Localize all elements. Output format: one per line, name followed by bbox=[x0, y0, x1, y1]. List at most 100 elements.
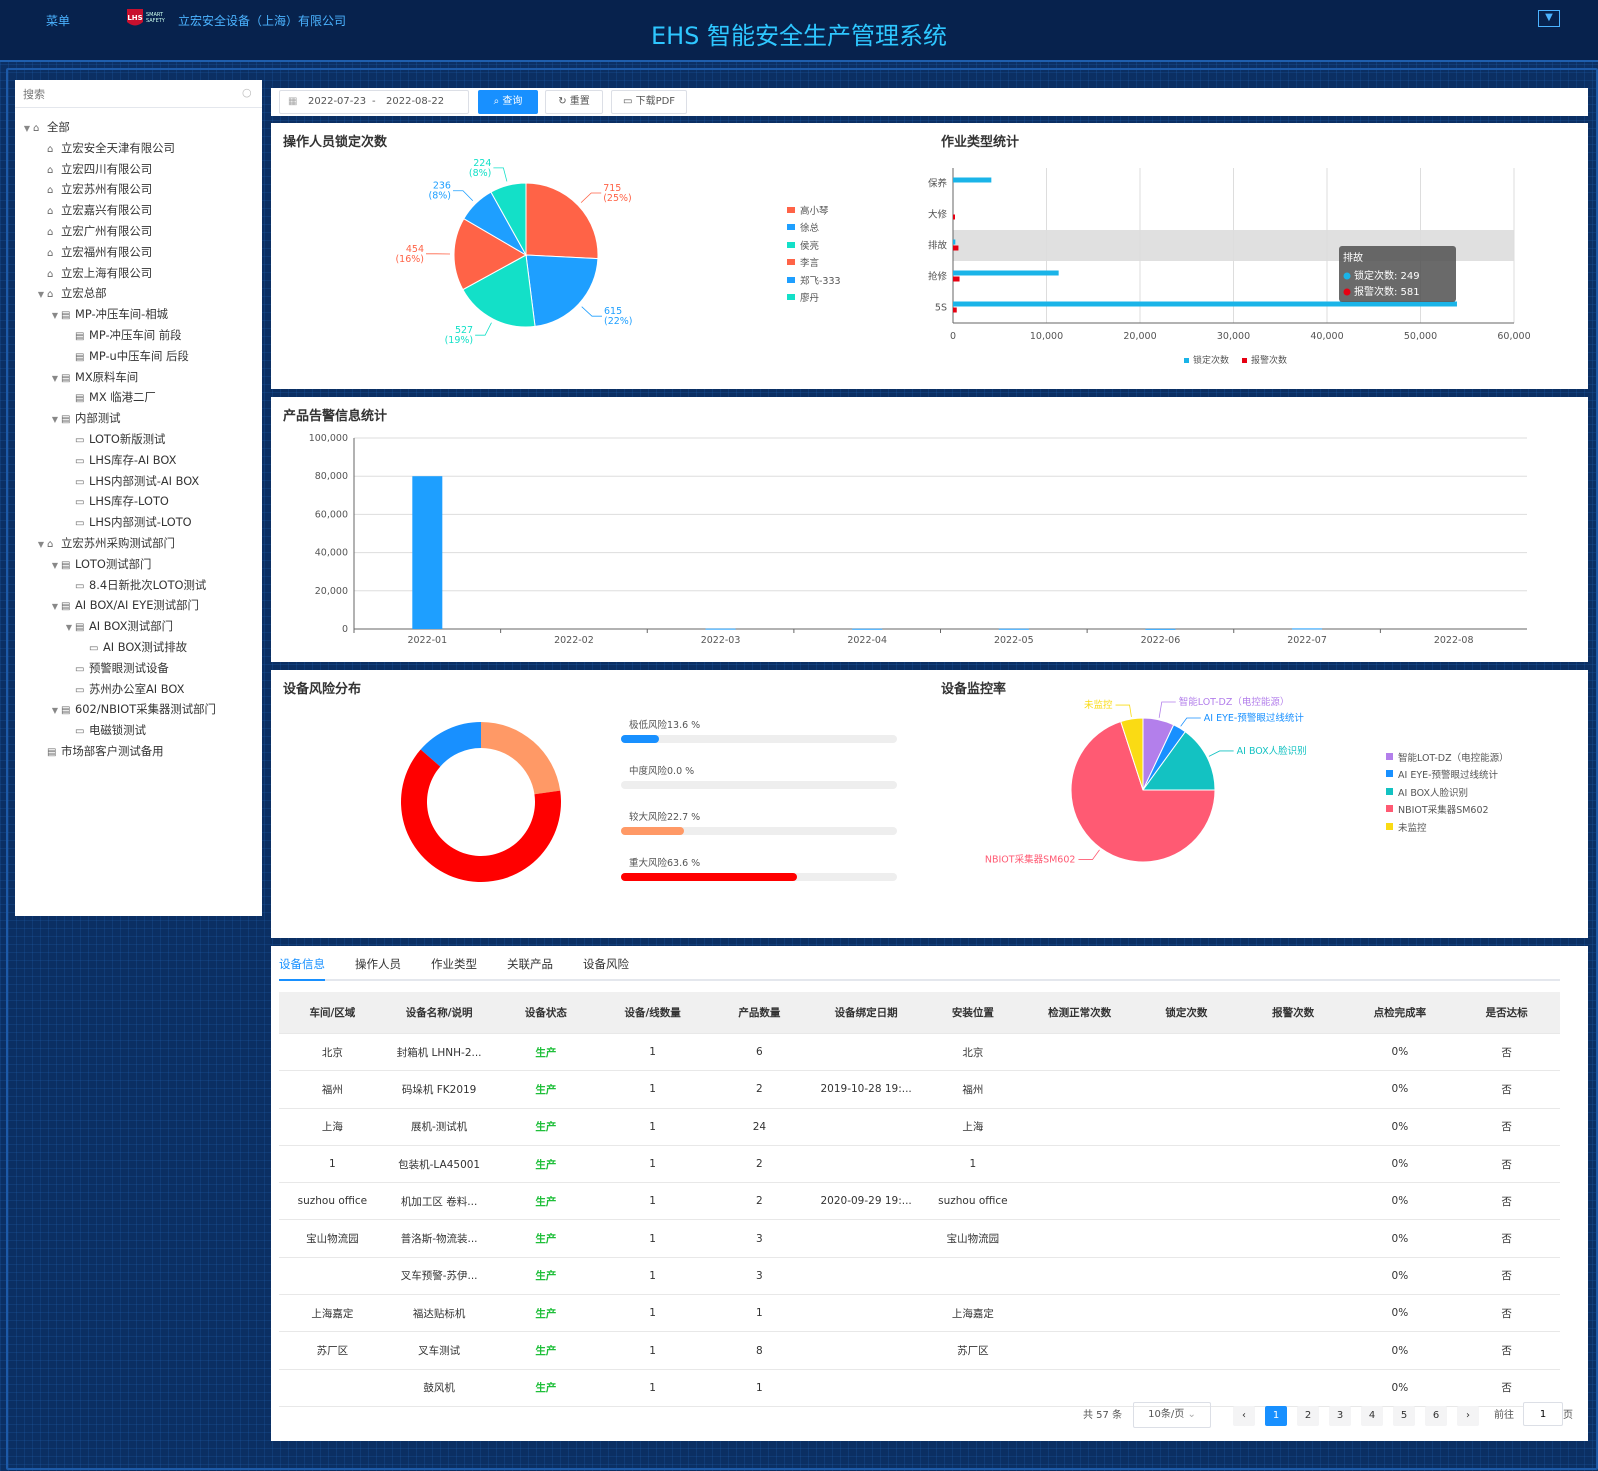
caret-down-icon[interactable]: ▼ bbox=[51, 706, 59, 716]
column-header[interactable]: 报警次数 bbox=[1239, 992, 1347, 1034]
table-row[interactable]: 福州 码垛机 FK2019 生产 1 2 2019-10-28 19:... 福州 0% 否 bbox=[279, 1070, 1560, 1109]
tree-node[interactable]: ▤ 市场部客户测试备用 bbox=[15, 741, 262, 762]
legend-item[interactable]: 侯亮 bbox=[787, 238, 819, 252]
page-number-button[interactable]: 5 bbox=[1393, 1406, 1415, 1426]
caret-down-icon[interactable]: ▼ bbox=[65, 623, 73, 633]
column-header[interactable]: 产品数量 bbox=[706, 992, 813, 1034]
caret-down-icon[interactable]: ▼ bbox=[51, 602, 59, 612]
tab-item[interactable]: 关联产品 bbox=[507, 957, 553, 971]
menu-button[interactable]: 菜单 bbox=[46, 14, 71, 28]
tree-node[interactable]: ⌂ 立宏广州有限公司 bbox=[15, 221, 262, 242]
tree-node[interactable]: ▼ ⌂ 全部 bbox=[15, 117, 262, 138]
tab-item[interactable]: 设备风险 bbox=[583, 957, 629, 971]
date-range-picker[interactable]: ▦ 2022-07-23 - 2022-08-22 bbox=[279, 90, 469, 114]
table-row[interactable]: suzhou office 机加工区 卷料... 生产 1 2 2020-09-29 19… bbox=[279, 1182, 1560, 1221]
tree-node[interactable]: ▼ ▤ MP-冲压车间-相城 bbox=[15, 304, 262, 325]
tree-node[interactable]: ▭ AI BOX测试排故 bbox=[15, 637, 262, 658]
tree-node[interactable]: ▤ MX 临港二厂 bbox=[15, 387, 262, 408]
legend-item[interactable]: AI BOX人脸识别 bbox=[1386, 785, 1468, 799]
page-number-button[interactable]: 6 bbox=[1425, 1406, 1447, 1426]
pie-leader-line bbox=[1208, 750, 1234, 757]
goto-page-input[interactable] bbox=[1523, 1402, 1563, 1426]
page-number-button[interactable]: 4 bbox=[1361, 1406, 1383, 1426]
query-button[interactable]: ⌕ 查询 bbox=[478, 90, 538, 114]
table-row[interactable]: 叉车预警-苏伊... 生产 1 3 0% 否 bbox=[279, 1257, 1560, 1296]
tree-node[interactable]: ▤ MP-u中压车间 后段 bbox=[15, 346, 262, 367]
tree-node[interactable]: ▭ LHS库存-AI BOX bbox=[15, 450, 262, 471]
tree-node[interactable]: ▭ 预警眼测试设备 bbox=[15, 658, 262, 679]
column-header[interactable]: 锁定次数 bbox=[1133, 992, 1240, 1034]
column-header[interactable]: 车间/区域 bbox=[279, 992, 386, 1034]
prev-page-button[interactable]: ‹ bbox=[1233, 1406, 1255, 1426]
tree-node[interactable]: ▭ 电磁锁测试 bbox=[15, 720, 262, 741]
column-header[interactable]: 设备/线数量 bbox=[599, 992, 706, 1034]
caret-down-icon[interactable]: ▼ bbox=[37, 539, 45, 549]
download-pdf-button[interactable]: ▭ 下载PDF bbox=[611, 90, 687, 114]
tree-node[interactable]: ▭ LHS内部测试-LOTO bbox=[15, 512, 262, 533]
column-header[interactable]: 设备状态 bbox=[492, 992, 600, 1034]
legend-item[interactable]: AI EYE-预警眼过线统计 bbox=[1386, 767, 1498, 781]
caret-down-icon[interactable]: ▼ bbox=[23, 124, 31, 133]
tree-node[interactable]: ▭ LHS内部测试-AI BOX bbox=[15, 471, 262, 492]
search-icon[interactable]: ○ bbox=[242, 86, 252, 99]
tree-node[interactable]: ▼ ▤ 602/NBIOT采集器测试部门 bbox=[15, 699, 262, 720]
column-header[interactable]: 点检完成率 bbox=[1346, 992, 1454, 1034]
caret-down-icon[interactable]: ▼ bbox=[51, 311, 59, 321]
caret-down-icon[interactable]: ▼ bbox=[51, 415, 59, 425]
table-row[interactable]: 1 包装机-LA45001 生产 1 2 1 0% 否 bbox=[279, 1145, 1560, 1184]
legend-item[interactable]: 廖丹 bbox=[787, 290, 819, 304]
tree-node[interactable]: ▭ 苏州办公室AI BOX bbox=[15, 679, 262, 700]
page-number-button[interactable]: 1 bbox=[1265, 1406, 1287, 1426]
table-row[interactable]: 上海 展机-测试机 生产 1 24 上海 0% 否 bbox=[279, 1108, 1560, 1146]
legend-item[interactable]: 徐总 bbox=[787, 220, 819, 234]
tab-item[interactable]: 操作人员 bbox=[355, 957, 401, 971]
column-header[interactable]: 检测正常次数 bbox=[1026, 992, 1133, 1034]
tree-node[interactable]: ▭ LHS库存-LOTO bbox=[15, 491, 262, 512]
legend-item[interactable]: 郑飞-333 bbox=[787, 273, 841, 287]
tree-node[interactable]: ⌂ 立宏四川有限公司 bbox=[15, 159, 262, 180]
tree-node[interactable]: ▤ MP-冲压车间 前段 bbox=[15, 325, 262, 346]
legend-item[interactable]: 未监控 bbox=[1386, 820, 1427, 834]
legend-label: 智能LOT-DZ（电控能源） bbox=[1398, 753, 1509, 764]
table-row[interactable]: 北京 封箱机 LHNH-2... 生产 1 6 北京 0% 否 bbox=[279, 1033, 1560, 1072]
reset-button[interactable]: ↻ 重置 bbox=[545, 90, 603, 114]
tree-node[interactable]: ▼ ▤ LOTO测试部门 bbox=[15, 554, 262, 575]
legend-item[interactable]: 高小琴 bbox=[787, 203, 829, 217]
tree-node[interactable]: ⌂ 立宏安全天津有限公司 bbox=[15, 138, 262, 159]
table-row[interactable]: 鼓风机 生产 1 1 0% 否 bbox=[279, 1369, 1560, 1407]
next-page-button[interactable]: › bbox=[1457, 1406, 1479, 1426]
column-header[interactable]: 安装位置 bbox=[919, 992, 1027, 1034]
tree-node[interactable]: ▼ ▤ AI BOX/AI EYE测试部门 bbox=[15, 595, 262, 616]
caret-down-icon[interactable]: ▼ bbox=[51, 373, 59, 383]
tree-node[interactable]: ▭ LOTO新版测试 bbox=[15, 429, 262, 450]
tree-node[interactable]: ▼ ▤ MX原料车间 bbox=[15, 367, 262, 388]
tree-node[interactable]: ▼ ▤ AI BOX测试部门 bbox=[15, 616, 262, 637]
legend-item[interactable]: 李言 bbox=[787, 255, 819, 269]
table-row[interactable]: 上海嘉定 福达贴标机 生产 1 1 上海嘉定 0% 否 bbox=[279, 1294, 1560, 1333]
caret-down-icon[interactable]: ▼ bbox=[37, 290, 45, 300]
tree-node[interactable]: ▼ ▤ 内部测试 bbox=[15, 408, 262, 429]
page-number-button[interactable]: 3 bbox=[1329, 1406, 1351, 1426]
page-number-button[interactable]: 2 bbox=[1297, 1406, 1319, 1426]
caret-down-icon[interactable]: ▼ bbox=[51, 560, 59, 570]
tree-node[interactable]: ⌂ 立宏福州有限公司 bbox=[15, 242, 262, 263]
tree-node[interactable]: ⌂ 立宏苏州有限公司 bbox=[15, 179, 262, 200]
chevron-down-icon[interactable]: ▼ bbox=[1538, 10, 1560, 27]
search-input[interactable] bbox=[21, 84, 235, 104]
tree-node[interactable]: ▼ ⌂ 立宏总部 bbox=[15, 283, 262, 304]
page-size-select[interactable]: 10条/页 ⌄ bbox=[1133, 1402, 1211, 1428]
column-header[interactable]: 设备绑定日期 bbox=[812, 992, 920, 1034]
tree-node[interactable]: ▭ 8.4日新批次LOTO测试 bbox=[15, 575, 262, 596]
legend-item[interactable]: NBIOT采集器SM602 bbox=[1386, 802, 1489, 816]
tree-node[interactable]: ▼ ⌂ 立宏苏州采购测试部门 bbox=[15, 533, 262, 554]
column-header[interactable]: 设备名称/说明 bbox=[385, 992, 493, 1034]
column-header[interactable]: 是否达标 bbox=[1453, 992, 1560, 1034]
tree-node[interactable]: ⌂ 立宏嘉兴有限公司 bbox=[15, 200, 262, 221]
tree-node[interactable]: ⌂ 立宏上海有限公司 bbox=[15, 263, 262, 284]
table-cell bbox=[1026, 1145, 1133, 1184]
table-row[interactable]: 宝山物流园 普洛斯-物流装... 生产 1 3 宝山物流园 0% 否 bbox=[279, 1219, 1560, 1258]
table-row[interactable]: 苏厂区 叉车测试 生产 1 8 苏厂区 0% 否 bbox=[279, 1331, 1560, 1370]
legend-item[interactable]: 智能LOT-DZ（电控能源） bbox=[1386, 750, 1509, 764]
tab-item[interactable]: 作业类型 bbox=[431, 957, 477, 971]
tab-item[interactable]: 设备信息 bbox=[279, 957, 325, 971]
